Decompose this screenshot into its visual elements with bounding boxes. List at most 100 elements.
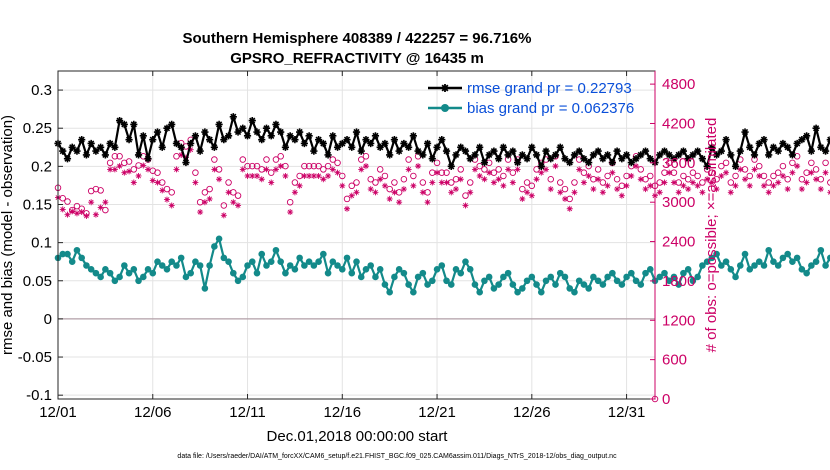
obs-assimilated-point xyxy=(334,169,341,176)
obs-assimilated-point xyxy=(258,176,265,183)
rmse-point xyxy=(115,116,124,125)
bias-point xyxy=(822,262,829,269)
obs-assimilated-point xyxy=(88,199,95,206)
bias-point xyxy=(429,277,436,285)
rmse-point xyxy=(333,143,342,151)
obs-assimilated-point xyxy=(467,189,474,196)
obs-assimilated-point xyxy=(268,179,275,186)
bias-point xyxy=(277,258,284,265)
obs-assimilated-point xyxy=(358,166,365,173)
bias-point xyxy=(173,262,180,269)
obs-possible-point xyxy=(386,185,393,193)
rmse-point xyxy=(362,136,370,144)
rmse-point xyxy=(253,128,261,136)
obs-possible-point xyxy=(647,172,654,180)
rmse-point xyxy=(291,136,299,144)
rmse-point xyxy=(224,132,233,140)
bias-point xyxy=(381,281,389,288)
obs-assimilated-point xyxy=(789,169,796,176)
bias-point xyxy=(315,258,322,265)
bias-point xyxy=(433,266,441,273)
rmse-point xyxy=(376,143,384,151)
obs-possible-point xyxy=(263,156,270,163)
bias-point xyxy=(187,269,194,277)
rmse-point xyxy=(622,151,631,159)
rmse-point xyxy=(812,124,820,132)
rmse-point xyxy=(338,139,346,148)
chart-title: Southern Hemisphere 408389 / 422257 = 96… xyxy=(183,30,532,47)
bias-point xyxy=(391,273,398,281)
obs-possible-point xyxy=(462,192,469,199)
rmse-point xyxy=(239,124,247,132)
obs-possible-point xyxy=(111,153,119,160)
bias-point xyxy=(353,258,360,265)
obs-assimilated-point xyxy=(415,163,422,170)
obs-assimilated-point xyxy=(476,172,483,179)
obs-possible-point xyxy=(481,166,488,173)
obs-possible-point xyxy=(798,175,806,183)
bias-point xyxy=(125,269,133,277)
obs-assimilated-point xyxy=(457,176,464,183)
obs-assimilated-point xyxy=(329,166,336,173)
obs-assimilated-point xyxy=(779,172,786,179)
obs-possible-point xyxy=(732,172,739,180)
obs-assimilated-point xyxy=(182,154,189,161)
rmse-point xyxy=(73,147,81,155)
rmse-point xyxy=(769,143,778,151)
obs-possible-point xyxy=(665,159,673,167)
bias-point xyxy=(684,266,692,273)
bias-point xyxy=(827,254,830,262)
rmse-point xyxy=(281,143,290,151)
rmse-point xyxy=(684,155,692,163)
obs-assimilated-point xyxy=(770,182,777,189)
rmse-point xyxy=(348,143,356,151)
obs-possible-point xyxy=(343,195,351,203)
obs-possible-point xyxy=(528,182,536,190)
bias-point xyxy=(699,262,706,269)
obs-assimilated-point xyxy=(73,210,80,217)
obs-possible-point xyxy=(784,175,791,183)
rmse-point xyxy=(722,136,730,144)
rmse-point xyxy=(807,147,815,155)
bias-point xyxy=(803,269,810,277)
bias-point xyxy=(770,258,777,265)
obs-assimilated-point xyxy=(291,189,298,196)
rmse-point xyxy=(106,139,114,148)
x-tick-label: 12/11 xyxy=(229,404,265,421)
obs-possible-point xyxy=(267,169,275,176)
obs-possible-point xyxy=(613,175,621,183)
bias-point xyxy=(566,285,574,292)
obs-possible-point xyxy=(334,159,341,167)
rmse-point xyxy=(329,132,337,140)
bias-point xyxy=(561,273,569,281)
obs-possible-point xyxy=(580,169,588,176)
rmse-point xyxy=(817,143,825,151)
rmse-point xyxy=(163,124,171,132)
bias-point xyxy=(642,269,649,277)
bias-point xyxy=(343,254,351,262)
obs-assimilated-point xyxy=(434,169,441,176)
obs-assimilated-point xyxy=(197,209,204,216)
obs-assimilated-point xyxy=(419,189,426,196)
rmse-point xyxy=(300,139,308,148)
obs-assimilated-point xyxy=(211,166,218,173)
bias-point xyxy=(694,273,701,281)
bias-point xyxy=(514,288,521,296)
rmse-point xyxy=(428,155,436,163)
rmse-point xyxy=(613,147,621,155)
rmse-point xyxy=(272,120,280,128)
obs-possible-point xyxy=(727,179,735,186)
rmse-point xyxy=(660,147,669,155)
obs-possible-point xyxy=(774,169,782,176)
obs-assimilated-point xyxy=(201,199,208,206)
obs-possible-point xyxy=(125,158,133,165)
rmse-point xyxy=(556,143,564,151)
y-axis-label: rmse and bias (model - observation) xyxy=(0,115,16,355)
y-axis-right: 0 600 1200 1800 2400 3000 3600 4200 4800 xyxy=(650,71,695,408)
obs-assimilated-point xyxy=(59,206,66,213)
bias-point xyxy=(334,262,341,269)
rmse-point xyxy=(243,132,252,140)
bias-point xyxy=(556,269,564,277)
obs-assimilated-point xyxy=(742,176,749,183)
obs-assimilated-point xyxy=(310,172,317,179)
